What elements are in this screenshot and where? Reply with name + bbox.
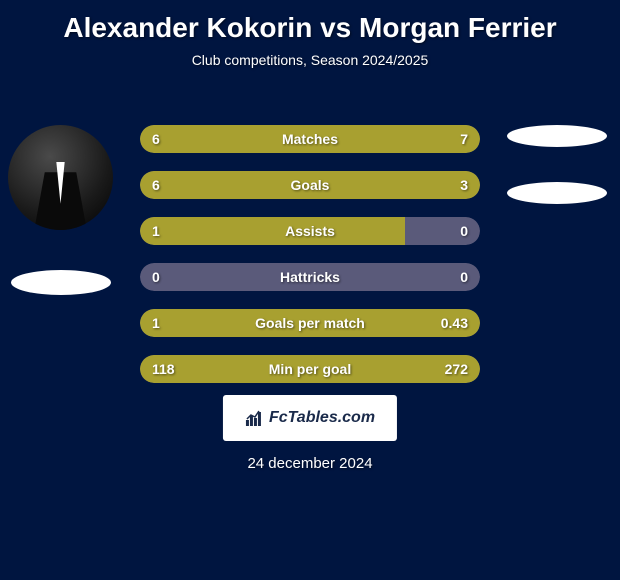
- stat-row: 6 3 Goals: [140, 171, 480, 199]
- stat-value-right: 0: [460, 269, 468, 285]
- stat-bar-left: [140, 171, 368, 199]
- stat-value-right: 0.43: [441, 315, 468, 331]
- player-right-base-1: [507, 125, 607, 147]
- stat-label: Goals: [291, 177, 330, 193]
- brand-text: FcTables.com: [269, 409, 375, 427]
- stat-value-right: 7: [460, 131, 468, 147]
- stat-row: 1 0 Assists: [140, 217, 480, 245]
- brand-chart-icon: [245, 409, 263, 427]
- stat-label: Assists: [285, 223, 335, 239]
- stat-label: Min per goal: [269, 361, 351, 377]
- stat-value-right: 272: [445, 361, 468, 377]
- comparison-subtitle: Club competitions, Season 2024/2025: [0, 52, 620, 68]
- comparison-title: Alexander Kokorin vs Morgan Ferrier: [0, 0, 620, 44]
- stat-value-left: 0: [152, 269, 160, 285]
- stat-label: Hattricks: [280, 269, 340, 285]
- stats-container: 6 7 Matches 6 3 Goals 1 0 Assists 0 0 Hattricks 1 0.4…: [140, 125, 480, 401]
- stat-bar-left: [140, 125, 296, 153]
- stat-value-left: 6: [152, 131, 160, 147]
- stat-row: 6 7 Matches: [140, 125, 480, 153]
- player-left-column: [8, 125, 113, 295]
- footer-date: 24 december 2024: [247, 455, 372, 472]
- player-right-column: [507, 125, 607, 204]
- brand-badge: FcTables.com: [223, 395, 397, 441]
- stat-value-left: 6: [152, 177, 160, 193]
- stat-value-left: 1: [152, 315, 160, 331]
- stat-row: 118 272 Min per goal: [140, 355, 480, 383]
- stat-bar-left: [140, 217, 405, 245]
- stat-label: Goals per match: [255, 315, 365, 331]
- stat-label: Matches: [282, 131, 338, 147]
- stat-value-right: 3: [460, 177, 468, 193]
- stat-value-left: 1: [152, 223, 160, 239]
- player-left-avatar: [8, 125, 113, 230]
- stat-row: 1 0.43 Goals per match: [140, 309, 480, 337]
- player-right-base-2: [507, 182, 607, 204]
- player-left-base: [11, 270, 111, 295]
- stat-row: 0 0 Hattricks: [140, 263, 480, 291]
- stat-value-left: 118: [152, 361, 175, 377]
- stat-value-right: 0: [460, 223, 468, 239]
